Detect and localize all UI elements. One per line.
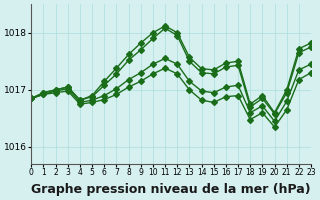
X-axis label: Graphe pression niveau de la mer (hPa): Graphe pression niveau de la mer (hPa) [31,183,311,196]
